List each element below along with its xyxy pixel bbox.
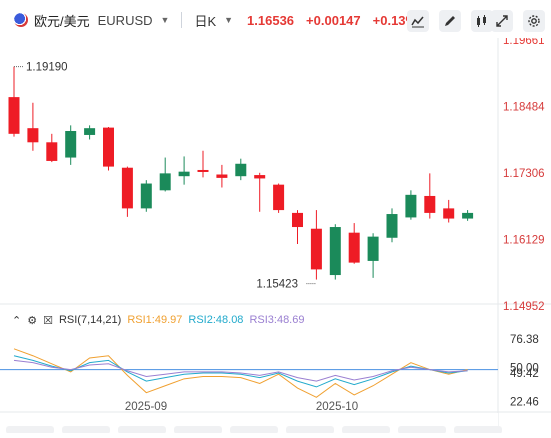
eu-us-flag-icon [14,13,28,27]
scroll-segment [174,426,222,434]
low-price-label: 1.15423 [256,279,298,291]
candle-body [443,208,455,219]
candle-body [178,171,190,177]
time-axis-label: 2025-10 [316,401,358,413]
candle-body [140,183,152,209]
candle-body [216,174,228,178]
scroll-segment [398,426,446,434]
candle-body [405,194,417,218]
candle-body [159,173,171,191]
rsi-label: RSI(7,14,21) [58,314,122,326]
candle-body [462,212,474,219]
time-axis-label: 2025-09 [125,401,167,413]
candle-body [386,214,398,238]
scroll-segment [342,426,390,434]
candle-body [310,228,322,270]
divider [181,12,183,28]
scroll-segment [118,426,166,434]
chart-header: 欧元/美元 EURUSD ▼ 日K ▼ 1.16536 +0.00147 +0.… [0,0,551,38]
rsi-legend: ⌃ ⚙ ☒ RSI(7,14,21) RSI1:49.97 RSI2:48.08… [12,312,304,328]
price-axis-label: 1.18484 [503,101,545,113]
price-change: +0.00147 [306,12,361,28]
candle-body [273,184,285,211]
rsi3-value: RSI3:48.69 [249,314,305,326]
rsi1-value: RSI1:49.97 [127,314,183,326]
scroll-segment [286,426,334,434]
fullscreen-icon[interactable] [491,10,513,32]
rsi-line-rsi1 [13,348,468,398]
last-price: 1.16536 [247,12,295,28]
candle-body [424,195,436,213]
candle-body [8,97,20,134]
price-axis-label: 1.19661 [503,38,545,47]
scroll-segment [62,426,110,434]
price-axis-label: 1.16129 [503,235,545,247]
rsi-line-rsi3 [13,359,468,382]
scroll-segment [230,426,278,434]
collapse-icon[interactable]: ⌃ [12,314,22,327]
compare-icon[interactable] [471,10,493,32]
symbol-name[interactable]: 欧元/美元 [34,13,90,29]
symbol-bar: 欧元/美元 EURUSD ▼ 日K ▼ 1.16536 +0.00147 +0.… [14,10,417,30]
rsi-line-rsi2 [13,355,468,388]
candle-body [65,131,77,158]
scroll-segment [454,426,502,434]
timeframe-select[interactable]: 日K [194,13,217,29]
symbol-dropdown-icon[interactable]: ▼ [160,15,170,25]
indicator-settings-icon[interactable]: ⚙ [27,314,38,327]
candle-body [103,127,114,167]
high-price-label: 1.19190 [26,62,68,74]
rsi-axis-label: 49.42 [510,368,539,380]
chart-tools [407,10,493,32]
candlestick-chart[interactable]: 1.19661 1.18484 1.17306 1.16129 1.14952 1.191… [0,35,551,434]
candle-body [121,167,133,209]
rsi-axis-label: 50.00 [510,363,539,375]
candle-body [235,163,247,177]
candle-body [329,227,341,276]
candle-body [254,175,266,179]
candle-body [367,236,379,261]
candle-body [84,128,96,135]
rsi-axis-label: 22.46 [510,396,539,408]
chart-area[interactable]: 1.19661 1.18484 1.17306 1.16129 1.14952 1.191… [0,35,551,434]
price-axis-label: 1.17306 [503,168,545,180]
candle-body [292,212,303,228]
chart-tools-right [491,10,545,32]
timeframe-dropdown-icon[interactable]: ▼ [224,15,234,25]
rsi-checkbox-icon[interactable]: ☒ [43,314,53,327]
price-axis-label: 1.14952 [503,301,545,313]
candle-body [27,128,39,143]
symbol-code[interactable]: EURUSD [97,12,153,28]
rsi2-value: RSI2:48.08 [188,314,244,326]
candle-body [46,142,58,161]
candle-body [348,232,360,263]
indicator-icon[interactable] [407,10,429,32]
settings-icon[interactable] [523,10,545,32]
rsi-axis-label: 76.38 [510,334,539,346]
candle-body [197,169,209,172]
scroll-segment [6,426,54,434]
draw-icon[interactable] [439,10,461,32]
price-change-percent: +0.13% [372,12,418,28]
